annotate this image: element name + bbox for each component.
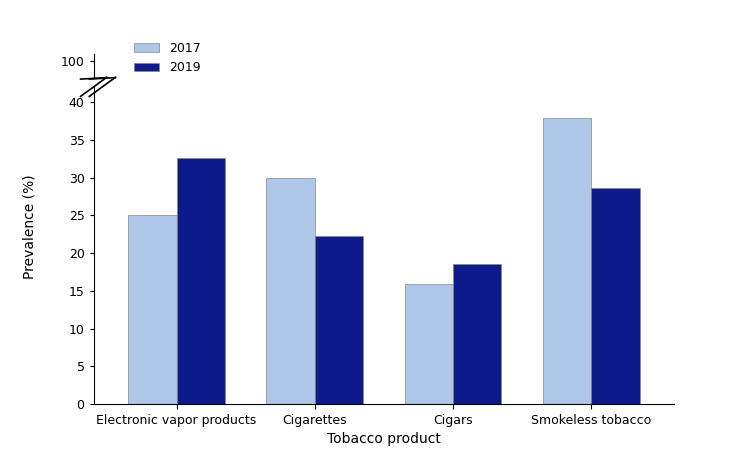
Bar: [543, 118, 591, 404]
Bar: [128, 317, 177, 402]
Bar: [177, 291, 225, 402]
Bar: [404, 348, 453, 402]
Bar: [404, 284, 453, 404]
Legend: 2017, 2019: 2017, 2019: [129, 37, 206, 79]
Bar: [267, 300, 315, 402]
Bar: [177, 158, 225, 404]
Bar: [128, 214, 177, 404]
Bar: [453, 339, 501, 402]
Bar: [591, 188, 640, 404]
Bar: [315, 237, 363, 404]
Bar: [315, 326, 363, 402]
Bar: [543, 273, 591, 402]
Bar: [267, 178, 315, 404]
Bar: [591, 305, 640, 402]
Bar: [453, 264, 501, 404]
X-axis label: Tobacco product: Tobacco product: [327, 432, 441, 446]
Text: Prevalence (%): Prevalence (%): [23, 175, 37, 279]
